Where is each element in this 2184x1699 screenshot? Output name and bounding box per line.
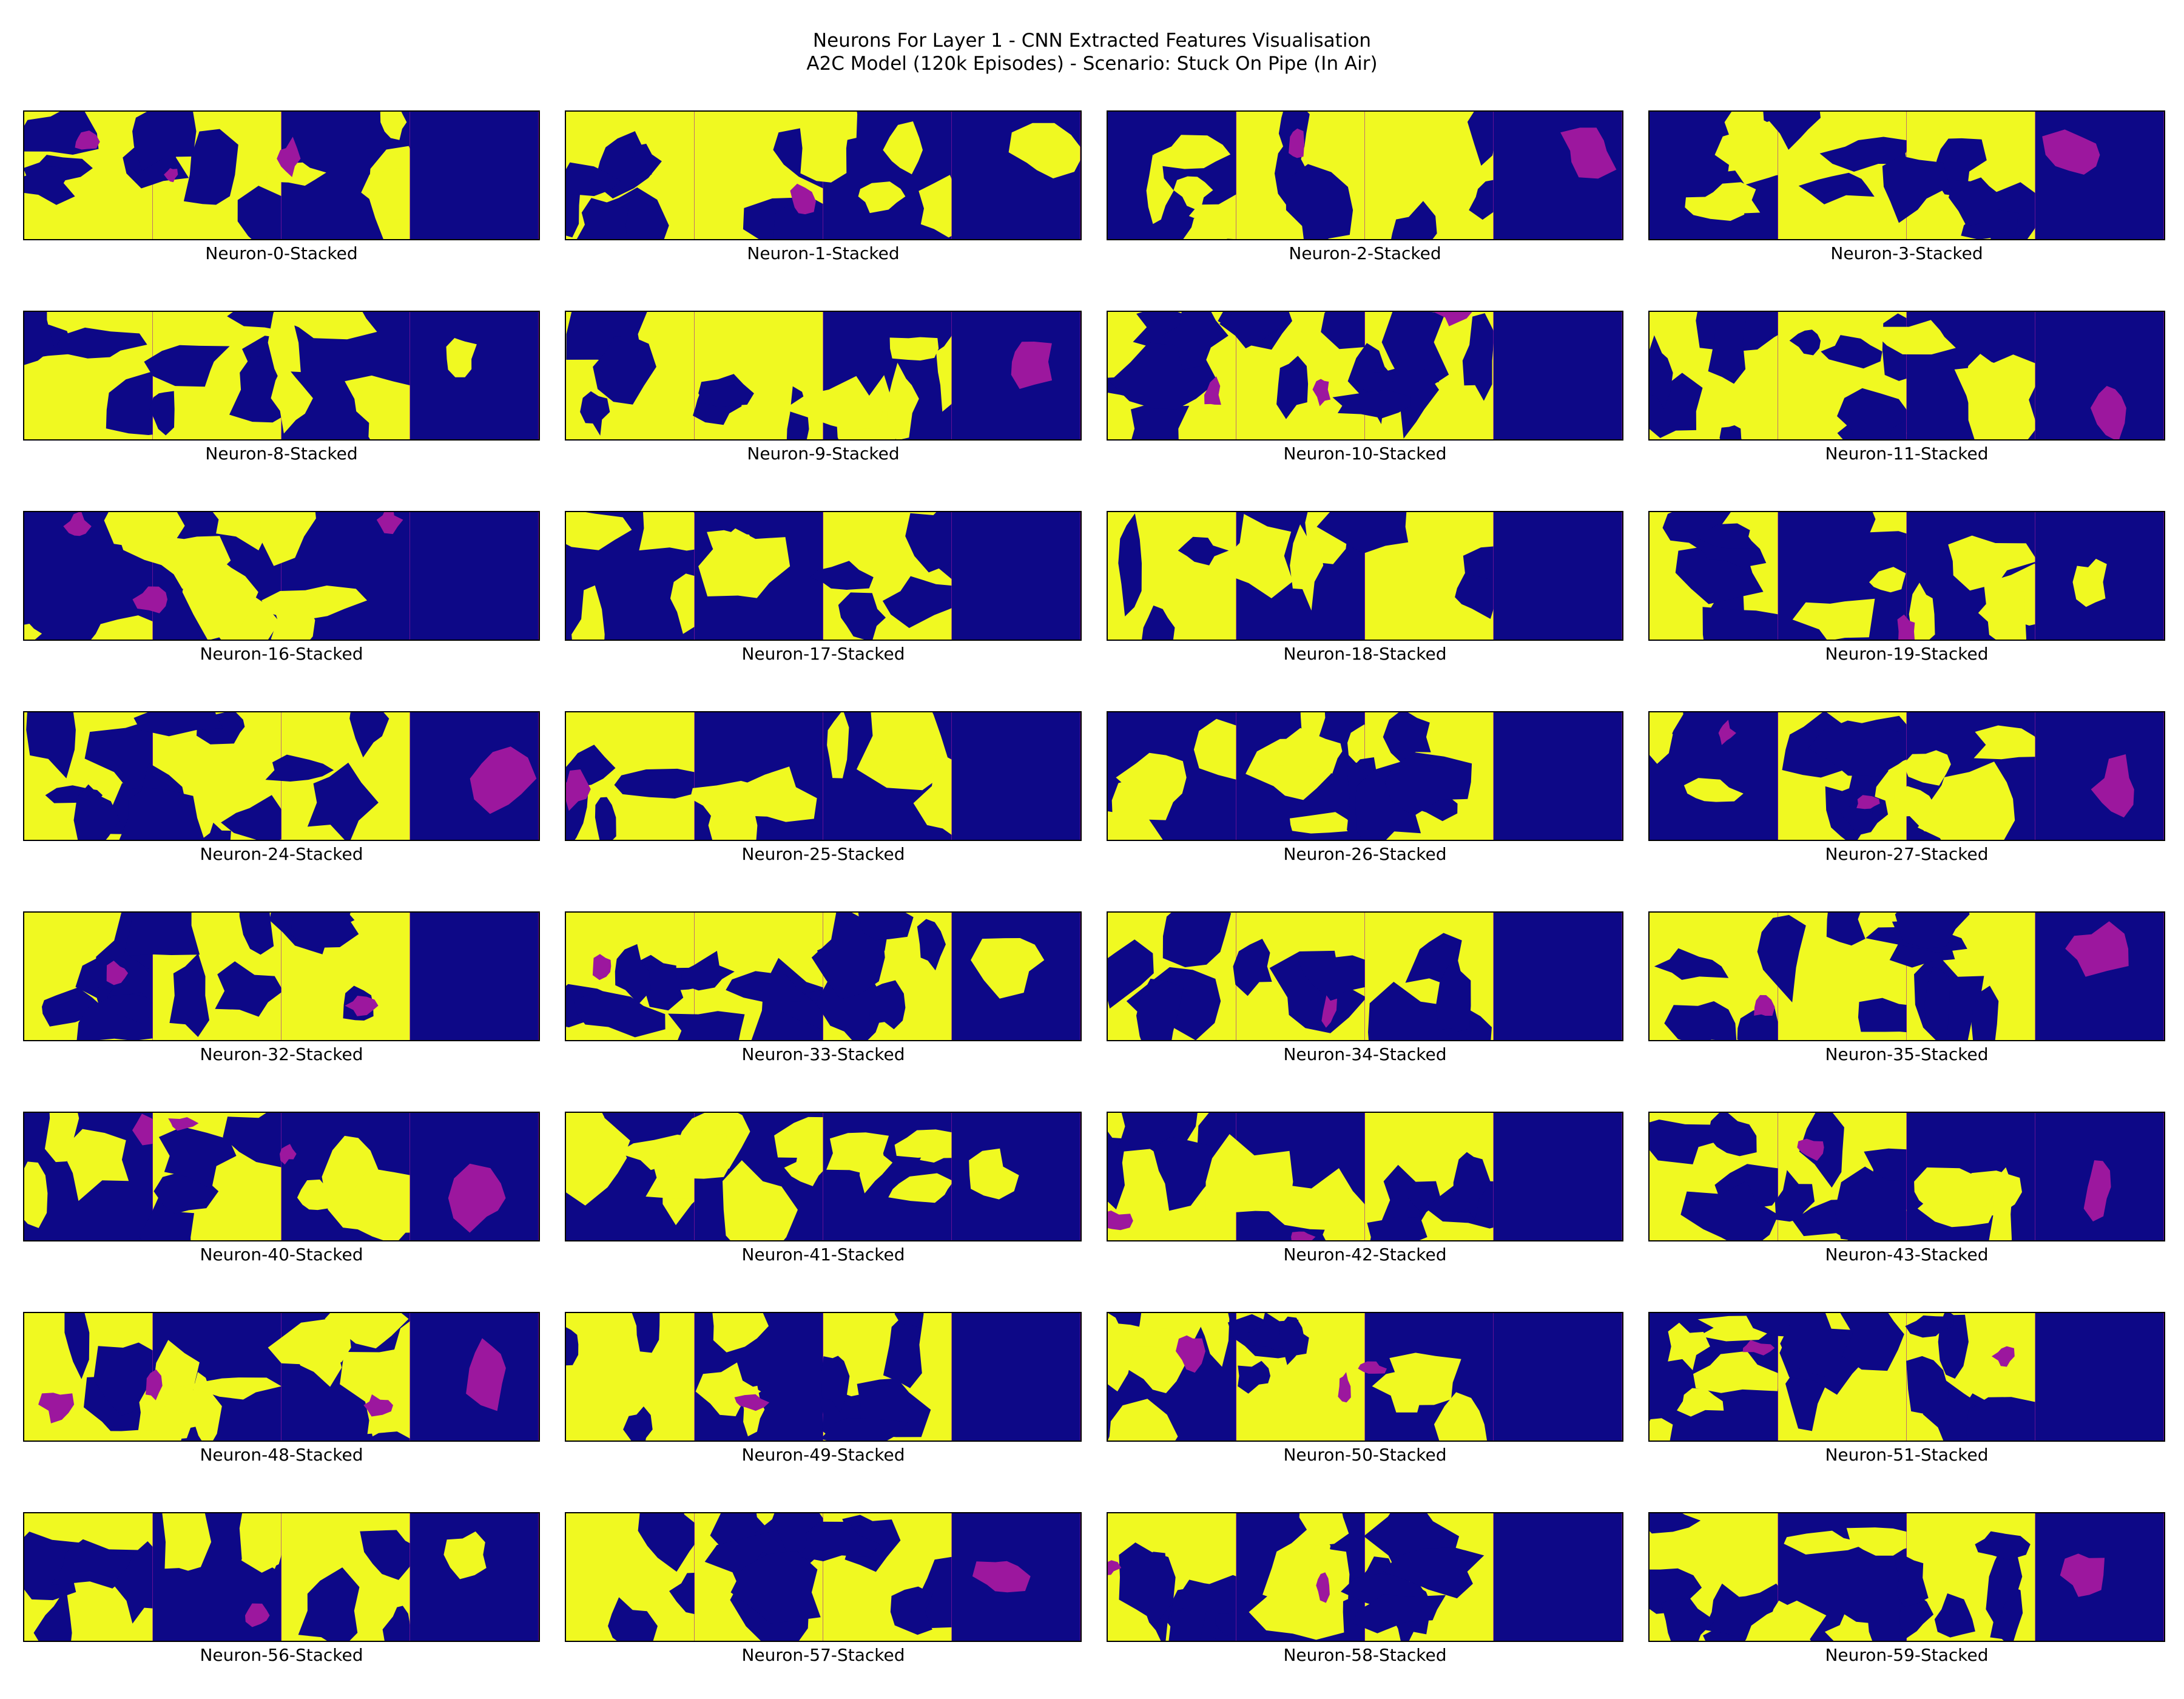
feature-map-image [566,712,1080,840]
feature-map-image [1650,1513,2164,1641]
feature-map-panel [23,511,540,641]
feature-map-image [1650,712,2164,840]
feature-map-image [566,913,1080,1040]
panel-label: Neuron-40-Stacked [200,1245,363,1265]
feature-map-panel [1107,1512,1623,1642]
panel-label: Neuron-58-Stacked [1283,1645,1447,1665]
feature-map-panel [565,311,1082,441]
feature-map-panel [565,711,1082,841]
figure-subtitle: A2C Model (120k Episodes) - Scenario: St… [806,53,1378,75]
panel-label: Neuron-8-Stacked [205,444,358,464]
feature-map-panel [1648,511,2165,641]
feature-map-panel [1648,1312,2165,1442]
figure-title: Neurons For Layer 1 - CNN Extracted Feat… [812,30,1372,52]
panel-label: Neuron-24-Stacked [200,844,363,864]
feature-map-panel [23,1112,540,1241]
feature-map-panel [565,511,1082,641]
panel-label: Neuron-42-Stacked [1283,1245,1447,1265]
feature-map-image [1108,1513,1622,1641]
panel-label: Neuron-18-Stacked [1283,644,1447,664]
feature-map-image [24,512,539,640]
panel-label: Neuron-3-Stacked [1830,243,1983,263]
feature-map-image [566,512,1080,640]
feature-map-panel [1648,911,2165,1041]
feature-map-image [1108,512,1622,640]
feature-map-image [24,312,539,439]
feature-map-image [1108,112,1622,239]
feature-map-panel [565,1312,1082,1442]
feature-map-image [1108,1313,1622,1441]
feature-map-panel [1107,110,1623,240]
feature-map-image [1650,913,2164,1040]
feature-map-image [566,1113,1080,1240]
feature-map-panel [1107,711,1623,841]
feature-map-panel [1648,1512,2165,1642]
feature-map-image [24,112,539,239]
panel-label: Neuron-48-Stacked [200,1445,363,1465]
feature-map-image [1650,312,2164,439]
feature-map-image [24,1113,539,1240]
feature-map-image [24,1513,539,1641]
panel-label: Neuron-16-Stacked [200,644,363,664]
feature-map-panel [1648,110,2165,240]
feature-map-panel [1107,511,1623,641]
feature-map-image [24,712,539,840]
feature-map-panel [1107,1312,1623,1442]
feature-map-image [566,1513,1080,1641]
feature-map-panel [1648,311,2165,441]
panel-label: Neuron-50-Stacked [1283,1445,1447,1465]
feature-map-image [1650,112,2164,239]
panel-label: Neuron-34-Stacked [1283,1044,1447,1064]
panel-label: Neuron-51-Stacked [1825,1445,1989,1465]
feature-map-panel [23,110,540,240]
panel-label: Neuron-43-Stacked [1825,1245,1989,1265]
panel-label: Neuron-26-Stacked [1283,844,1447,864]
feature-map-image [24,1313,539,1441]
panel-label: Neuron-35-Stacked [1825,1044,1989,1064]
panel-label: Neuron-41-Stacked [741,1245,905,1265]
feature-map-panel [1107,911,1623,1041]
panel-label: Neuron-33-Stacked [741,1044,905,1064]
panel-label: Neuron-27-Stacked [1825,844,1989,864]
feature-map-image [1108,1113,1622,1240]
feature-map-panel [23,1512,540,1642]
panel-label: Neuron-11-Stacked [1825,444,1989,464]
feature-map-panel [23,1312,540,1442]
feature-map-panel [23,911,540,1041]
feature-map-image [566,312,1080,439]
feature-map-image [566,112,1080,239]
panel-label: Neuron-17-Stacked [741,644,905,664]
feature-map-panel [1648,711,2165,841]
feature-map-image [566,1313,1080,1441]
feature-map-image [1650,512,2164,640]
panel-label: Neuron-1-Stacked [747,243,900,263]
feature-map-panel [1107,1112,1623,1241]
panel-label: Neuron-9-Stacked [747,444,900,464]
panel-label: Neuron-25-Stacked [741,844,905,864]
feature-map-image [1650,1113,2164,1240]
panel-label: Neuron-59-Stacked [1825,1645,1989,1665]
panel-label: Neuron-19-Stacked [1825,644,1989,664]
feature-map-panel [1107,311,1623,441]
feature-map-image [1650,1313,2164,1441]
panel-label: Neuron-49-Stacked [741,1445,905,1465]
panel-label: Neuron-56-Stacked [200,1645,363,1665]
feature-map-image [24,913,539,1040]
feature-map-image [1108,312,1622,439]
feature-map-panel [1648,1112,2165,1241]
feature-map-panel [565,1512,1082,1642]
panel-label: Neuron-0-Stacked [205,243,358,263]
panel-label: Neuron-57-Stacked [741,1645,905,1665]
feature-map-panel [23,311,540,441]
feature-map-image [1108,913,1622,1040]
feature-map-panel [23,711,540,841]
panel-label: Neuron-32-Stacked [200,1044,363,1064]
feature-map-panel [565,1112,1082,1241]
panel-label: Neuron-2-Stacked [1289,243,1441,263]
panel-label: Neuron-10-Stacked [1283,444,1447,464]
feature-map-image [1108,712,1622,840]
feature-map-panel [565,110,1082,240]
feature-map-panel [565,911,1082,1041]
